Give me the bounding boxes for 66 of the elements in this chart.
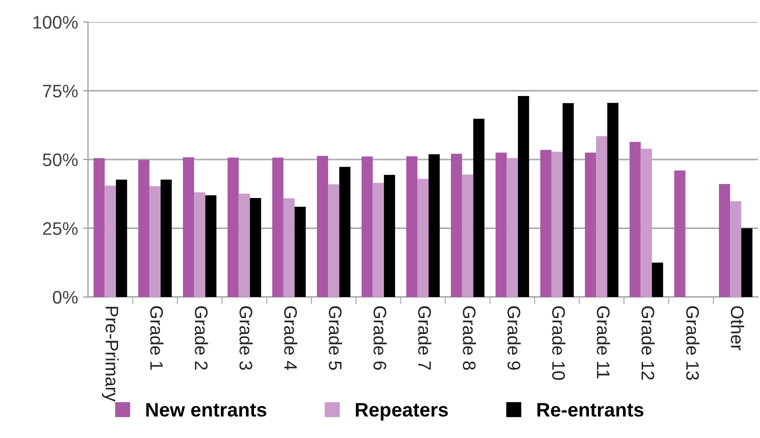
- legend-label: Re-entrants: [537, 403, 644, 417]
- y-tick-label: 50%: [42, 153, 78, 166]
- bar: [160, 180, 172, 297]
- bar: [362, 156, 373, 297]
- bar: [138, 160, 150, 297]
- bar: [205, 195, 216, 297]
- bar: [450, 154, 462, 297]
- x-tick-label: Grade 13: [686, 306, 700, 380]
- bar: [462, 174, 474, 297]
- x-tick-label: Grade 4: [284, 306, 298, 370]
- x-tick-label: Grade 1: [150, 306, 164, 370]
- bar: [630, 142, 641, 297]
- bar: [194, 192, 206, 297]
- bar: [116, 180, 128, 297]
- x-tick-label: Grade 2: [194, 306, 208, 370]
- x-tick-label: Pre-Primary: [102, 306, 119, 402]
- bar: [540, 150, 552, 297]
- legend-label: Repeaters: [356, 403, 448, 420]
- bar: [339, 166, 350, 297]
- bar: [250, 198, 262, 297]
- bar: [104, 186, 116, 297]
- bar: [562, 103, 574, 297]
- bar: [149, 186, 161, 297]
- bar: [473, 118, 484, 297]
- x-tick-label: Grade 12: [641, 306, 655, 380]
- x-tick-label: Grade 7: [418, 306, 432, 370]
- bar: [496, 152, 507, 297]
- bar: [730, 201, 742, 297]
- bar: [428, 154, 440, 297]
- bar: [551, 152, 563, 297]
- bar: [584, 152, 596, 297]
- x-tick-label: Grade 3: [239, 306, 253, 370]
- bar: [652, 262, 664, 297]
- bar: [316, 156, 328, 297]
- bar: [94, 158, 105, 297]
- bar: [328, 184, 340, 297]
- x-tick-label: Grade 11: [596, 306, 610, 378]
- bar: [272, 158, 284, 297]
- x-tick-label: Grade 9: [507, 306, 521, 370]
- bar: [718, 184, 730, 297]
- bar: [607, 102, 618, 297]
- y-tick-label: 25%: [43, 222, 78, 235]
- x-tick-label: Other: [730, 306, 744, 350]
- bar: [741, 228, 752, 297]
- bar: [640, 148, 652, 297]
- bar: [417, 178, 429, 297]
- bar: [238, 194, 250, 297]
- legend-label: New entrants: [146, 403, 266, 417]
- bar: [384, 174, 396, 297]
- bar: [294, 206, 306, 297]
- x-tick-label: Grade 8: [462, 306, 476, 370]
- y-tick-label: 0%: [52, 290, 78, 304]
- bar: [283, 198, 295, 297]
- x-tick-label: Grade 10: [552, 306, 566, 380]
- x-tick-label: Grade 6: [373, 306, 387, 370]
- bar: [372, 182, 384, 297]
- x-tick-label: Grade 5: [328, 306, 342, 370]
- y-tick-label: 75%: [43, 84, 78, 98]
- bar: [674, 170, 686, 297]
- y-tick-label: 100%: [33, 16, 78, 29]
- bar: [596, 136, 608, 297]
- bar: [182, 157, 194, 297]
- bar: [518, 96, 530, 297]
- bar: [228, 158, 239, 297]
- bar: [406, 156, 418, 297]
- bar: [506, 158, 518, 297]
